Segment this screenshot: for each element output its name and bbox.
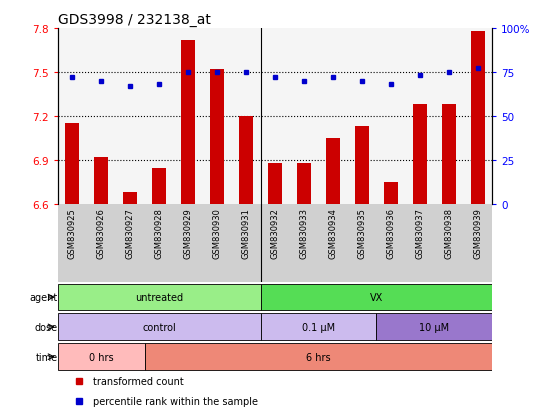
Text: GSM830928: GSM830928 [155,208,164,259]
Text: untreated: untreated [135,292,183,302]
Text: control: control [142,322,176,332]
Bar [355,127,369,204]
Text: GSM830931: GSM830931 [241,208,251,259]
Text: agent: agent [29,292,57,302]
Text: percentile rank within the sample: percentile rank within the sample [92,396,257,406]
Text: VX: VX [370,292,383,302]
Bar [239,116,253,204]
Bar [58,314,261,340]
Bar [123,192,138,204]
Text: GSM830939: GSM830939 [473,208,482,259]
Text: 0 hrs: 0 hrs [89,352,113,362]
Bar [470,32,485,204]
Bar [94,157,108,204]
Bar [58,284,261,311]
Bar [442,105,456,204]
Text: 6 hrs: 6 hrs [306,352,331,362]
Bar [297,163,311,204]
Text: GSM830936: GSM830936 [386,208,395,259]
Text: GSM830926: GSM830926 [97,208,106,259]
Text: GSM830927: GSM830927 [125,208,135,259]
Text: 0.1 μM: 0.1 μM [302,322,335,332]
Text: GSM830937: GSM830937 [415,208,425,259]
Text: time: time [35,352,57,362]
Bar [65,124,80,204]
Bar [412,105,427,204]
Text: dose: dose [34,322,57,332]
Bar [326,138,340,204]
Text: GSM830932: GSM830932 [271,208,279,259]
Bar [181,40,195,204]
Text: GSM830938: GSM830938 [444,208,453,259]
Text: GSM830935: GSM830935 [358,208,366,259]
Bar [384,182,398,204]
Bar [210,70,224,204]
Bar [261,284,492,311]
Bar [261,314,376,340]
Bar [376,314,492,340]
Bar [145,344,492,370]
Bar [268,163,282,204]
Text: transformed count: transformed count [92,376,183,386]
Text: GDS3998 / 232138_at: GDS3998 / 232138_at [58,12,211,26]
Bar [152,169,166,204]
Text: GSM830929: GSM830929 [184,208,192,259]
Text: 10 μM: 10 μM [419,322,449,332]
Text: GSM830925: GSM830925 [68,208,77,259]
Text: GSM830930: GSM830930 [212,208,222,259]
Bar [58,344,145,370]
Text: GSM830933: GSM830933 [299,208,309,259]
Text: GSM830934: GSM830934 [328,208,338,259]
